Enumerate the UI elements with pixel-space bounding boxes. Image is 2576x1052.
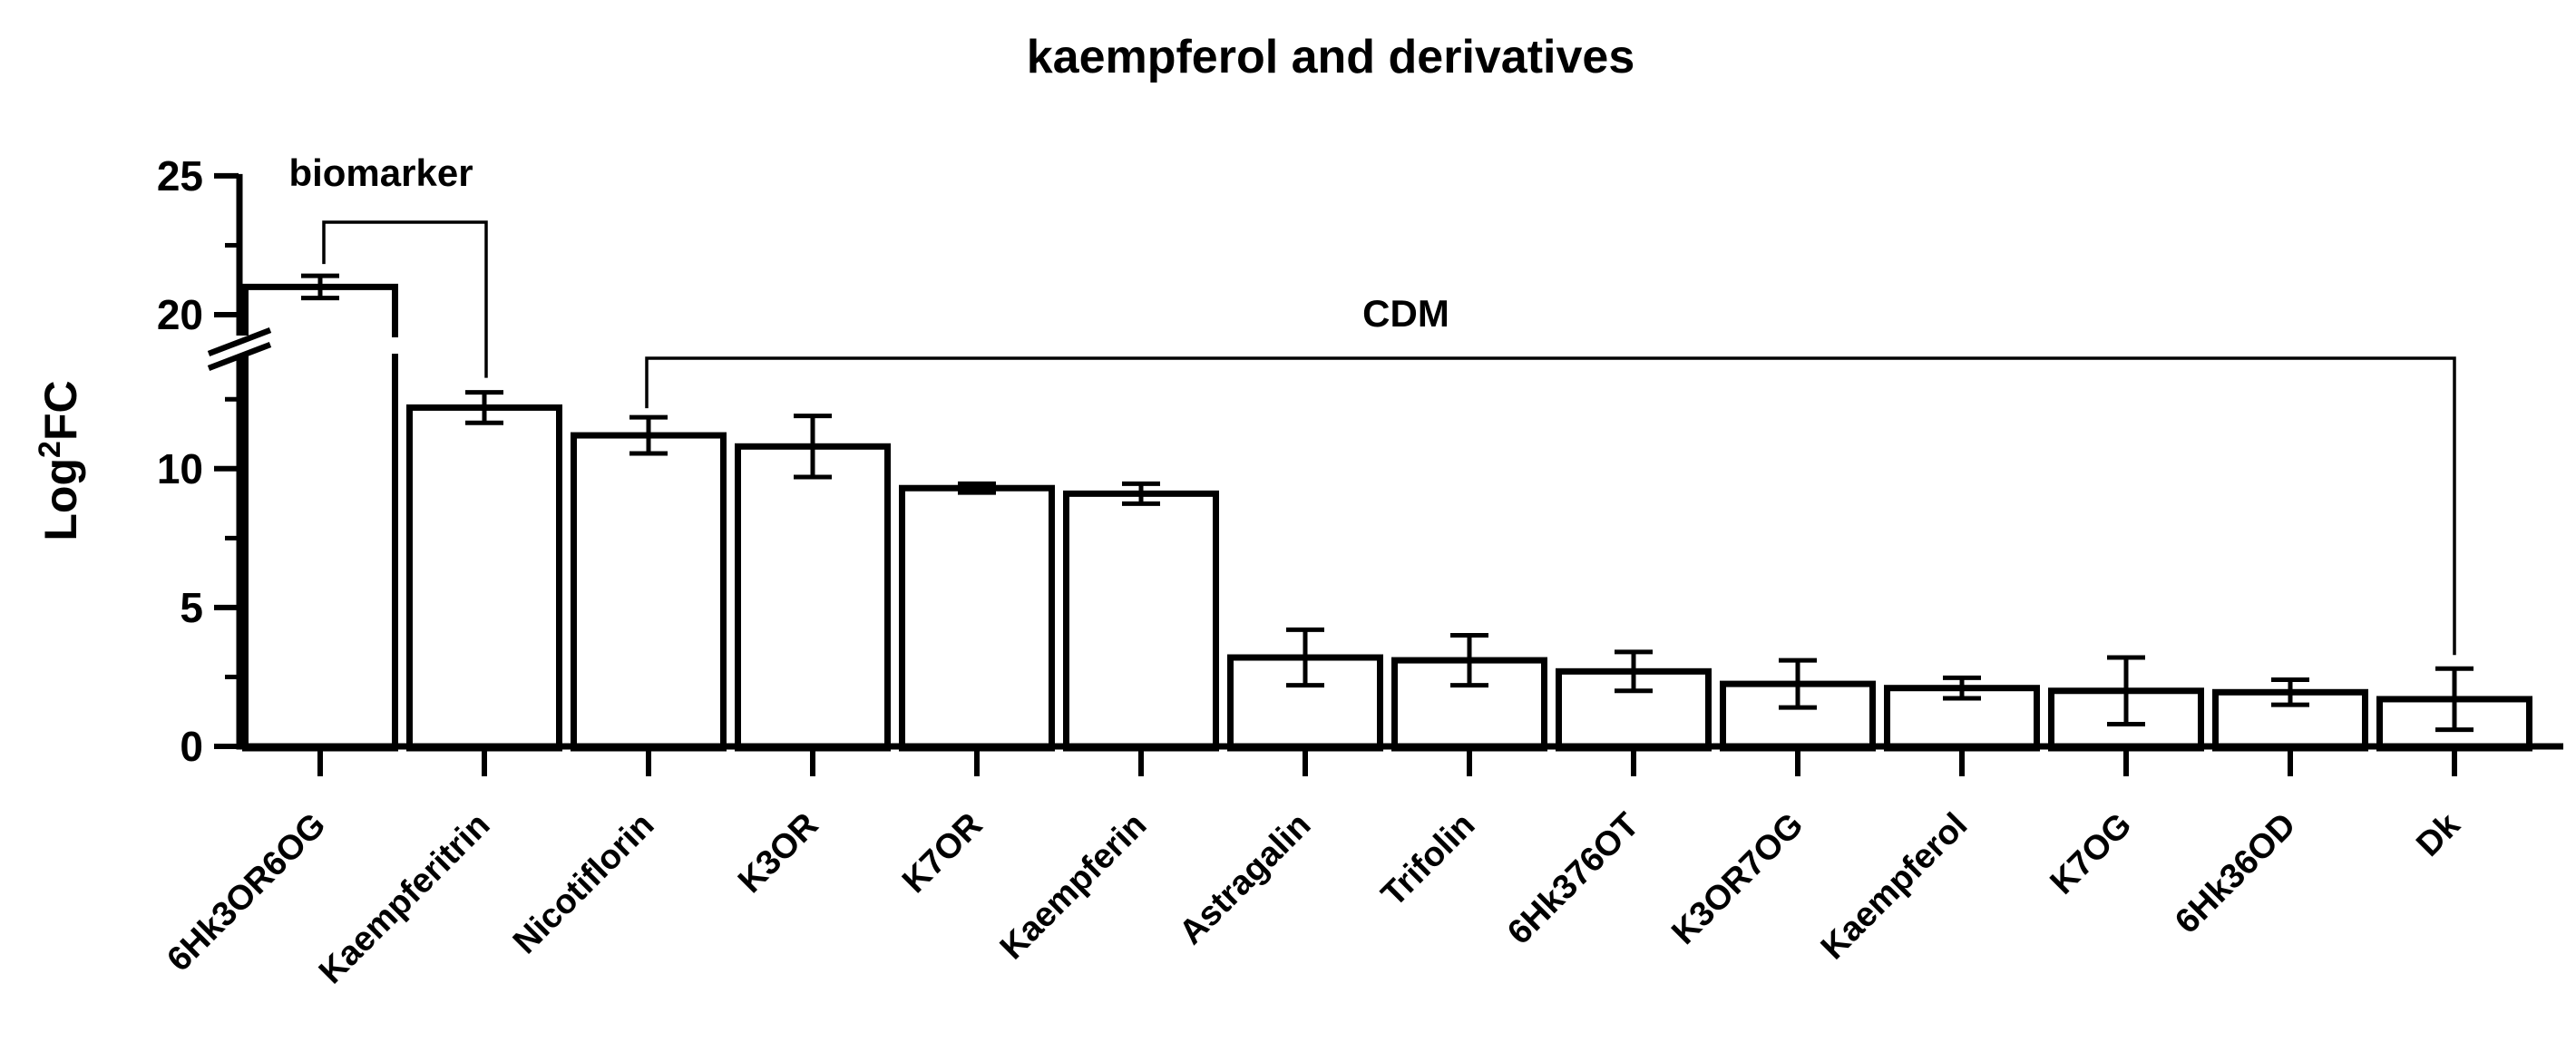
y-tick-label-20: 20 (157, 291, 203, 338)
x-tick-label-Kaempferitrin: Kaempferitrin (312, 806, 497, 991)
biomarker-bracket (322, 220, 488, 378)
bar-Kaempferitrin (406, 404, 562, 752)
x-tick-label-6Hk3OR6OG: 6Hk3OR6OG (160, 806, 333, 979)
axes-layer (207, 172, 2563, 776)
annotation-brackets-layer (322, 220, 2456, 656)
x-tick-label-6Hk376OT: 6Hk376OT (1500, 806, 1646, 952)
bar-K7OR (899, 484, 1055, 752)
y-tick-label-25: 25 (157, 152, 203, 200)
y-axis-title-rest: FC (35, 380, 86, 441)
axis-break-slash-1 (207, 326, 272, 357)
annotation-biomarker-label: biomarker (288, 151, 473, 194)
x-tick-label-K7OG: K7OG (2044, 806, 2140, 902)
cdm-bracket (645, 356, 2456, 656)
y-tick-label-0: 0 (180, 723, 203, 770)
x-tick-label-K7OR: K7OR (895, 806, 990, 901)
x-tick-label-Astragalin: Astragalin (1172, 806, 1318, 952)
error-bar-6Hk3OR6OG (301, 273, 339, 301)
error-bar-Dk (2435, 666, 2474, 733)
bar-K3OR7OG (1720, 680, 1876, 752)
error-bar-K3OR7OG (1779, 658, 1817, 710)
bar-6Hk3OR6OG (242, 283, 398, 752)
x-tick-label-K3OR: K3OR (731, 806, 825, 901)
error-bar-6Hk376OT (1615, 649, 1653, 694)
bar-K3OR (735, 443, 891, 752)
x-tick-label-Nicotiflorin: Nicotiflorin (506, 806, 662, 962)
x-tick-label-Trifolin: Trifolin (1374, 806, 1482, 914)
x-tick-label-K3OR7OG: K3OR7OG (1664, 806, 1810, 952)
error-bar-Trifolin (1450, 633, 1488, 688)
error-bar-Kaempferol (1943, 675, 1981, 701)
error-bars-layer (301, 273, 2474, 733)
bars-layer (242, 283, 2532, 752)
y-axis-title-base: Log (35, 458, 86, 541)
x-tick-label-6Hk36OD: 6Hk36OD (2168, 806, 2303, 941)
annotation-cdm-label: CDM (1362, 292, 1449, 335)
error-bar-Nicotiflorin (629, 414, 668, 456)
axis-break-slash-2 (207, 341, 272, 372)
bar-Kaempferin (1063, 490, 1219, 752)
y-tick-label-10: 10 (157, 445, 203, 492)
error-bar-K7OR (958, 481, 996, 495)
x-tick-label-Kaempferol: Kaempferol (1814, 806, 1976, 968)
y-tick-label-5: 5 (180, 584, 203, 631)
y-axis-title: Log2FC (33, 380, 86, 541)
bar-Nicotiflorin (571, 432, 727, 752)
error-bar-K3OR (794, 414, 832, 480)
error-bar-K7OG (2107, 655, 2145, 727)
error-bar-Kaempferin (1122, 481, 1160, 506)
error-bar-6Hk36OD (2271, 677, 2309, 707)
x-tick-label-Kaempferin: Kaempferin (993, 806, 1155, 968)
chart-title: kaempferol and derivatives (1027, 31, 1635, 83)
error-bar-Kaempferitrin (465, 390, 503, 425)
x-tick-label-Dk: Dk (2409, 805, 2468, 864)
axis-break-gap-bar-edge (384, 337, 406, 354)
error-bar-Astragalin (1286, 627, 1324, 688)
y-axis-title-superscript: 2 (33, 441, 67, 458)
